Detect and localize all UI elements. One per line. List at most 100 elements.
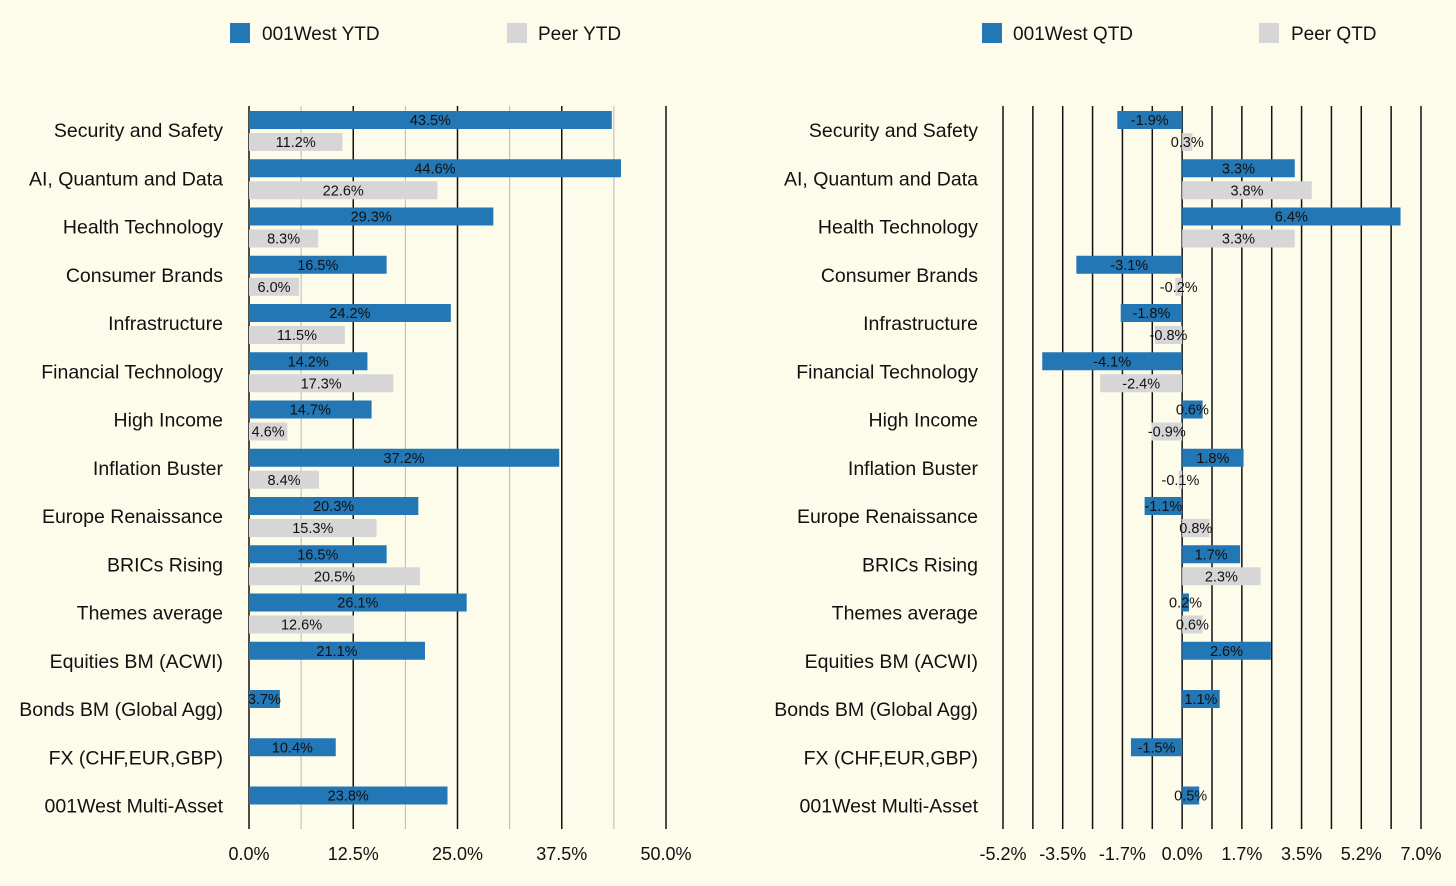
peer-value-label: 17.3%	[301, 376, 342, 392]
peer-bar	[1182, 567, 1261, 586]
x-tick-label: 3.5%	[1281, 844, 1322, 864]
category-label: AI, Quantum and Data	[784, 168, 978, 190]
category-label: Bonds BM (Global Agg)	[774, 699, 978, 721]
legend-swatch-1	[507, 23, 527, 43]
peer-bar	[249, 519, 377, 537]
peer-bar	[1182, 519, 1210, 537]
fund-bar	[1182, 207, 1401, 226]
fund-bar	[249, 448, 560, 467]
fund-value-label: 26.1%	[337, 596, 378, 612]
fund-bar	[249, 111, 612, 129]
fund-value-label: 37.2%	[384, 451, 425, 467]
peer-bar	[249, 374, 394, 393]
peer-value-label: -2.4%	[1122, 376, 1160, 392]
peer-bar	[249, 326, 345, 344]
category-label: Themes average	[77, 603, 223, 625]
x-tick-label: 1.7%	[1221, 844, 1262, 864]
fund-bar	[249, 255, 387, 274]
x-tick-label: 0.0%	[1162, 844, 1203, 864]
x-tick-label: 0.0%	[228, 844, 269, 864]
x-tick-label: -1.7%	[1099, 844, 1146, 864]
fund-bar	[1182, 641, 1271, 660]
category-label: AI, Quantum and Data	[29, 168, 223, 190]
fund-bar	[249, 738, 336, 757]
peer-value-label: -0.1%	[1161, 473, 1199, 489]
peer-bar	[1182, 229, 1295, 248]
category-label: Health Technology	[818, 217, 978, 239]
peer-value-label: 12.6%	[281, 618, 322, 634]
category-label: FX (CHF,EUR,GBP)	[804, 747, 978, 769]
category-label: Inflation Buster	[848, 458, 979, 480]
fund-bar	[1144, 497, 1183, 515]
peer-bar	[249, 615, 355, 634]
fund-value-label: 43.5%	[410, 113, 451, 129]
x-tick-label: 50.0%	[640, 844, 691, 864]
fund-bar	[249, 304, 451, 322]
peer-bar	[249, 422, 288, 441]
fund-value-label: 29.3%	[351, 210, 392, 226]
peer-value-label: 0.3%	[1171, 135, 1204, 151]
peer-bar	[1151, 422, 1183, 441]
peer-bar	[1100, 374, 1183, 393]
peer-bar	[249, 470, 320, 489]
fund-bar	[249, 641, 425, 660]
fund-bar	[1182, 593, 1189, 612]
fund-bar	[249, 352, 368, 371]
qtd-performance-chart: 001West QTD Peer QTD -5.2% -3.5% -1.7% 0.0% 1.…	[774, 23, 1442, 864]
category-label: FX (CHF,EUR,GBP)	[49, 747, 223, 769]
peer-value-label: 2.3%	[1205, 569, 1238, 585]
peer-value-label: 3.3%	[1222, 232, 1255, 248]
fund-value-label: -4.1%	[1093, 354, 1131, 370]
fund-bar	[1076, 255, 1183, 274]
peer-value-label: 11.2%	[276, 135, 316, 151]
category-label: Inflation Buster	[93, 458, 224, 480]
category-label: Bonds BM (Global Agg)	[19, 699, 223, 721]
peer-value-label: 3.8%	[1230, 183, 1263, 199]
peer-value-label: 8.3%	[267, 232, 300, 248]
category-label: Consumer Brands	[821, 265, 978, 287]
fund-value-label: -3.1%	[1110, 258, 1148, 274]
category-label: Europe Renaissance	[42, 506, 223, 528]
x-tick-label: 7.0%	[1400, 844, 1441, 864]
fund-bar	[249, 497, 419, 515]
category-label: Financial Technology	[796, 361, 978, 383]
fund-bar	[1042, 352, 1183, 371]
category-label: 001West Multi-Asset	[45, 796, 224, 818]
fund-bar	[249, 593, 467, 612]
category-label: Equities BM (ACWI)	[50, 651, 223, 673]
peer-value-label: -0.8%	[1150, 328, 1188, 344]
category-label: High Income	[114, 410, 223, 432]
peer-value-label: 22.6%	[323, 183, 364, 199]
fund-bar	[249, 207, 494, 226]
category-label: 001West Multi-Asset	[800, 796, 979, 818]
peer-value-label: 6.0%	[257, 280, 290, 296]
legend-swatch-0	[982, 23, 1002, 43]
legend-label-0: 001West QTD	[1013, 24, 1133, 45]
fund-value-label: 3.7%	[248, 692, 281, 708]
fund-value-label: 1.8%	[1196, 451, 1229, 467]
legend-label-1: Peer QTD	[1291, 24, 1377, 45]
peer-bar	[1178, 470, 1183, 489]
fund-bar	[249, 159, 621, 178]
legend-label-0: 001West YTD	[262, 24, 380, 45]
peer-bar	[1182, 181, 1312, 200]
fund-bar	[249, 690, 280, 708]
category-label: Infrastructure	[863, 313, 978, 335]
legend-swatch-1	[1259, 23, 1279, 43]
fund-value-label: 16.5%	[297, 258, 338, 274]
peer-bar	[249, 229, 319, 248]
fund-value-label: -1.9%	[1131, 113, 1169, 129]
legend-swatch-0	[230, 23, 250, 43]
peer-bar	[249, 181, 438, 200]
peer-value-label: 11.5%	[277, 328, 317, 344]
fund-bar	[1182, 690, 1220, 708]
peer-bar	[1182, 615, 1203, 634]
fund-value-label: 23.8%	[328, 789, 369, 805]
category-label: BRICs Rising	[107, 554, 223, 576]
fund-bar	[1182, 786, 1200, 805]
peer-bar	[249, 567, 420, 586]
ytd-performance-chart: 001West YTD Peer YTD 0.0% 12.5% 25.0% 37.5% 50…	[19, 23, 692, 864]
peer-value-label: 0.6%	[1176, 618, 1209, 634]
fund-bar	[1182, 159, 1295, 178]
fund-bar	[1130, 738, 1183, 757]
